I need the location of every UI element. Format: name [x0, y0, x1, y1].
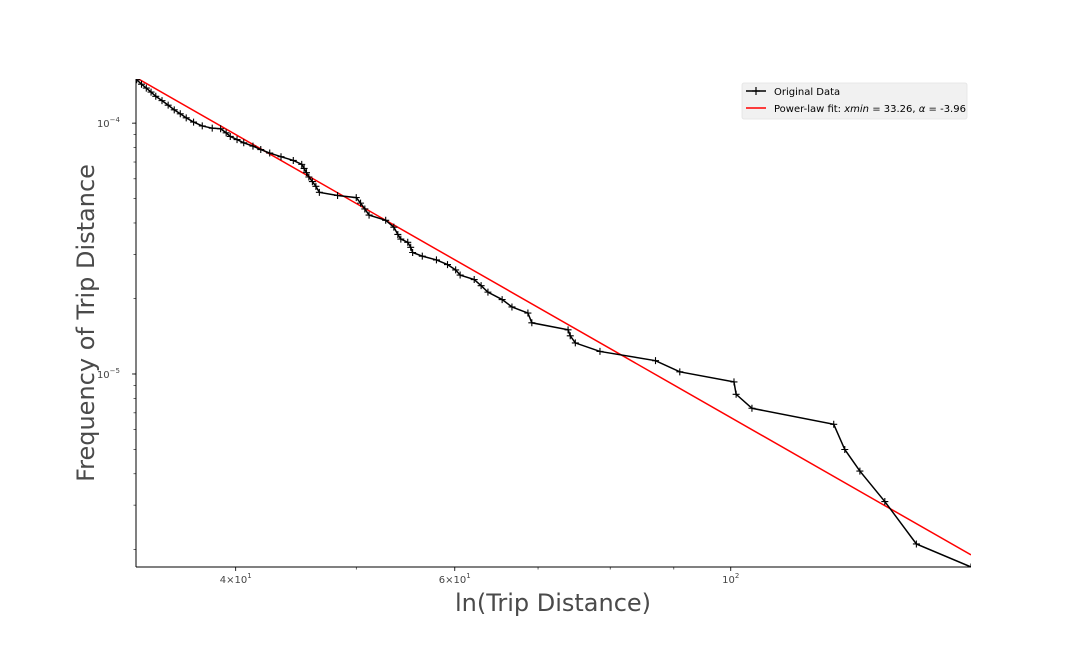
series-layer	[136, 79, 971, 567]
y-tick-label: 10−4	[97, 116, 121, 130]
legend: Original Data Power-law fit: xmin = 33.2…	[741, 82, 968, 120]
data-point-marker	[407, 243, 415, 251]
data-point-marker	[470, 276, 478, 284]
data-point-marker	[456, 271, 464, 279]
data-point-marker	[226, 132, 234, 140]
x-axis-label: ln(Trip Distance)	[455, 589, 651, 617]
y-tick-label: 10−5	[97, 367, 120, 381]
data-point-marker	[365, 211, 373, 219]
data-point-marker	[298, 160, 306, 168]
data-point-marker	[498, 296, 506, 304]
data-point-marker	[432, 256, 440, 264]
data-point-marker	[208, 124, 216, 132]
data-point-marker	[444, 261, 452, 269]
data-point-marker	[249, 142, 257, 150]
data-point-marker	[856, 467, 864, 475]
data-point-marker	[361, 205, 369, 213]
data-point-marker	[397, 235, 405, 243]
legend-fit-math-xmin: xmin	[843, 104, 869, 115]
data-point-marker	[528, 319, 536, 327]
data-point-marker	[830, 420, 838, 428]
data-point-marker	[394, 230, 402, 238]
data-point-marker	[352, 194, 360, 202]
data-point-marker	[222, 129, 230, 137]
data-point-marker	[308, 178, 316, 186]
data-point-marker	[409, 249, 417, 257]
x-tick-label: 4×101	[220, 572, 252, 586]
data-point-marker	[152, 92, 160, 100]
legend-box	[741, 82, 968, 120]
data-point-marker	[508, 303, 516, 311]
data-point-marker	[418, 252, 426, 260]
data-point-marker	[676, 368, 684, 376]
legend-fit-math-alpha: α	[919, 104, 926, 115]
legend-label-fit: Power-law fit: xmin = 33.26, α = -3.96	[774, 104, 966, 115]
data-point-marker	[881, 498, 889, 506]
data-point-marker	[524, 309, 532, 317]
data-point-marker	[730, 378, 738, 386]
data-point-marker	[312, 182, 320, 190]
data-point-marker	[390, 223, 398, 231]
data-point-marker	[302, 169, 310, 177]
data-point-marker	[404, 238, 412, 246]
legend-label-original: Original Data	[774, 87, 840, 98]
legend-fit-suffix: = -3.96	[925, 104, 966, 115]
data-point-marker	[147, 88, 155, 96]
data-point-marker	[136, 79, 141, 84]
data-point-marker	[233, 136, 241, 144]
x-tick-label: 102	[722, 572, 739, 586]
data-point-marker	[484, 288, 492, 296]
data-point-marker	[566, 332, 574, 340]
data-point-marker	[357, 199, 365, 207]
legend-marker-original	[752, 87, 760, 95]
data-point-marker	[137, 80, 145, 88]
data-point-marker	[240, 139, 248, 147]
data-point-marker	[305, 173, 313, 181]
data-point-marker	[732, 390, 740, 398]
data-point-marker	[912, 540, 920, 548]
data-point-marker	[190, 118, 198, 126]
data-point-marker	[596, 347, 604, 355]
data-point-marker	[748, 404, 756, 412]
y-axis-label: Frequency of Trip Distance	[72, 164, 100, 482]
data-point-marker	[277, 153, 285, 161]
data-point-marker	[170, 106, 178, 114]
x-tick-label: 6×101	[439, 572, 471, 586]
data-point-marker	[198, 122, 206, 130]
data-point-marker	[315, 188, 323, 196]
data-point-marker	[452, 266, 460, 274]
data-point-marker	[571, 339, 579, 347]
data-point-marker	[217, 125, 225, 133]
data-point-marker	[300, 164, 308, 172]
data-point-marker	[142, 84, 150, 92]
ticks-layer: 4×101 6×101 102 10−4 10−5	[97, 116, 739, 586]
data-point-marker	[182, 114, 190, 122]
plot-clip-group	[136, 79, 971, 567]
legend-fit-mid: = 33.26,	[869, 104, 919, 115]
series-line-power-law-fit	[137, 79, 971, 556]
data-point-marker	[289, 156, 297, 164]
plot-area	[136, 79, 971, 567]
data-point-marker	[164, 101, 172, 109]
data-point-marker	[382, 216, 390, 224]
data-point-marker	[564, 326, 572, 334]
data-point-marker	[841, 445, 849, 453]
data-point-marker	[158, 97, 166, 105]
data-point-marker	[477, 282, 485, 290]
data-point-marker	[176, 110, 184, 118]
data-point-marker	[266, 149, 274, 157]
data-point-marker	[652, 357, 660, 365]
data-point-marker	[257, 146, 265, 154]
legend-fit-prefix: Power-law fit:	[774, 104, 844, 115]
data-point-marker	[334, 191, 342, 199]
